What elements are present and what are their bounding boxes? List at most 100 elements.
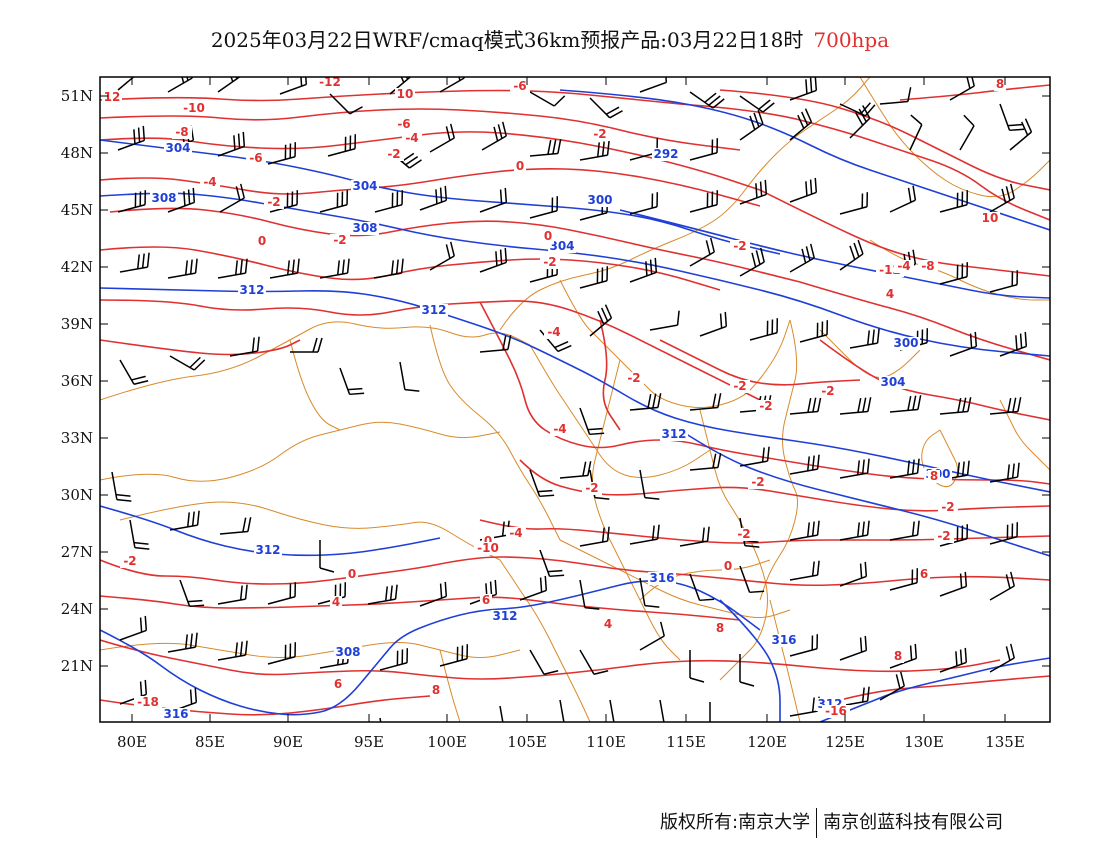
temperature-contour — [100, 339, 301, 356]
height-label: 316 — [163, 707, 188, 721]
lat-label: 27N — [61, 543, 93, 561]
temperature-label-bg — [316, 77, 344, 89]
temperature-label: 8 — [930, 469, 938, 483]
wind-barb — [269, 258, 300, 279]
wind-barb — [989, 183, 1015, 213]
wind-barb — [119, 359, 149, 385]
wind-barb — [579, 266, 609, 289]
temperature-label-bg — [402, 132, 422, 145]
height-label: 304 — [165, 141, 190, 155]
wind-barb — [739, 95, 775, 113]
temperature-label-bg — [892, 650, 904, 663]
temperature-label: 0 — [516, 159, 524, 173]
temperature-label-bg — [748, 476, 768, 489]
height-label-bg — [648, 572, 676, 585]
wind-barb — [339, 367, 365, 396]
temperature-label-bg — [918, 568, 930, 581]
temperature-label-bg — [430, 684, 442, 697]
wind-barb — [439, 644, 469, 667]
height-contours — [100, 89, 1050, 722]
height-label-bg — [586, 194, 614, 207]
wind-barb — [959, 114, 975, 151]
height-label: 304 — [352, 179, 377, 193]
temperature-label: 10 — [982, 211, 999, 225]
temperature-label: -2 — [737, 527, 750, 541]
temperature-label: -4 — [547, 325, 560, 339]
wind-barb — [939, 262, 969, 285]
wind-barb — [117, 125, 146, 151]
temperature-label: 6 — [482, 593, 490, 607]
temperature-label-bg — [246, 152, 266, 165]
wind-barb — [939, 571, 968, 597]
wind-barb — [889, 458, 920, 479]
temperature-labels: 12-10-12-8-610-6-6-4-2-2-4-20-20-20-2-4-… — [102, 77, 1006, 718]
height-label-bg — [254, 544, 282, 557]
temperature-label-bg — [822, 705, 850, 718]
wind-barb — [739, 247, 765, 277]
temperature-label: -2 — [123, 554, 136, 568]
wind-barb — [609, 699, 616, 722]
wind-barb — [639, 621, 665, 651]
wind-barb — [739, 179, 768, 205]
boundary-line — [559, 539, 791, 618]
temperature-label-bg — [818, 385, 838, 398]
temperature-label: -16 — [825, 704, 847, 718]
temperature-label: -8 — [921, 259, 934, 273]
temperature-label-bg — [756, 400, 776, 413]
temperature-label-bg — [506, 527, 526, 540]
wind-barb — [374, 190, 404, 213]
temperature-label: -10 — [183, 101, 205, 115]
boundary-line — [100, 421, 501, 482]
wind-barb — [709, 702, 711, 722]
temperature-label-bg — [730, 240, 750, 253]
height-contour — [100, 192, 1050, 357]
wind-barb — [327, 134, 357, 157]
boundary-line — [921, 429, 958, 488]
temperature-label-bg — [480, 594, 492, 607]
height-label-bg — [351, 222, 379, 235]
wind-barb — [481, 121, 507, 151]
wind-barb — [789, 454, 820, 475]
temperature-contour — [759, 189, 1050, 277]
temperature-label-bg — [928, 470, 940, 483]
temperature-label: -4 — [897, 259, 910, 273]
height-contour — [819, 657, 1050, 722]
wind-barb — [539, 329, 572, 353]
temperature-contour — [100, 108, 741, 151]
wind-barb — [999, 331, 1028, 357]
latitude-axis: 51N 48N 45N 42N 39N 36N 33N 30N 27N 24N 21N — [61, 87, 1050, 675]
wind-barb — [319, 540, 335, 573]
wind-barb — [119, 252, 150, 273]
wind-barb — [629, 393, 662, 411]
temperature-label: 12 — [104, 90, 121, 104]
wind-barb — [559, 461, 592, 479]
boundary-line — [119, 501, 501, 561]
temperature-label: 4 — [604, 617, 612, 631]
wind-barb — [739, 446, 770, 467]
wind-barb — [419, 185, 448, 211]
temperature-contour — [100, 556, 1050, 587]
title-level: 700hpa — [813, 28, 890, 52]
temperature-label-bg — [256, 235, 268, 248]
lon-label: 115E — [666, 733, 706, 751]
wind-barb — [789, 520, 820, 541]
boundary-line — [592, 359, 681, 661]
temperature-label-bg — [330, 234, 350, 247]
wind-barb — [589, 304, 613, 337]
height-contour — [100, 580, 761, 716]
temperature-label: -6 — [397, 117, 410, 131]
height-label-bg — [334, 646, 362, 659]
height-label: 312 — [492, 609, 517, 623]
temperature-label: -2 — [733, 379, 746, 393]
temperature-label: -2 — [543, 255, 556, 269]
wind-barb — [689, 91, 725, 109]
height-label: 304 — [549, 239, 574, 253]
temperature-label: -10 — [477, 541, 499, 555]
wind-barb — [373, 258, 404, 279]
temperature-contour — [899, 84, 1050, 101]
wind-barb — [529, 196, 559, 219]
wind-barb — [689, 453, 722, 471]
temperature-label-bg — [384, 148, 404, 161]
wind-barb — [629, 192, 659, 215]
wind-barb — [949, 77, 975, 101]
